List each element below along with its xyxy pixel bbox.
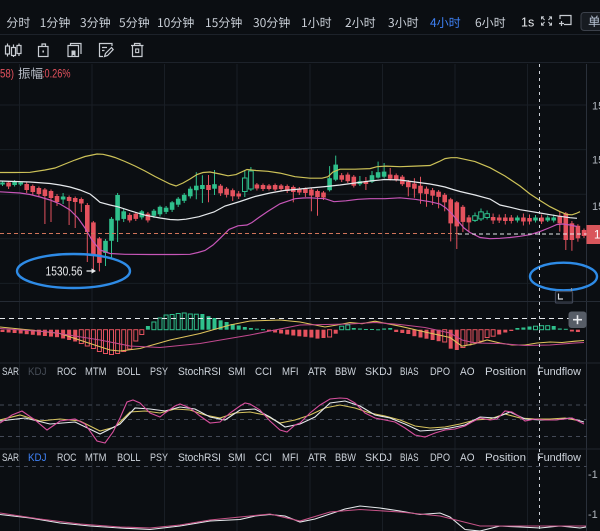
svg-text:KDJ: KDJ <box>28 366 47 378</box>
svg-text:ATR: ATR <box>308 452 327 464</box>
svg-text:-1: -1 <box>588 509 598 521</box>
svg-text:BOLL: BOLL <box>117 366 141 378</box>
svg-text:1530.56: 1530.56 <box>46 265 83 279</box>
svg-text:Fundflow: Fundflow <box>537 452 581 464</box>
svg-text::0.26%: :0.26% <box>42 67 71 81</box>
svg-text:SMI: SMI <box>228 366 246 378</box>
svg-text:MTM: MTM <box>85 366 107 378</box>
svg-text:-1: -1 <box>588 469 598 481</box>
svg-text:DPO: DPO <box>430 452 450 464</box>
svg-text:15: 15 <box>592 101 600 113</box>
svg-text:Position: Position <box>485 366 526 378</box>
svg-text:1s: 1s <box>521 16 534 30</box>
svg-text:CCI: CCI <box>255 452 272 464</box>
svg-text:15: 15 <box>594 230 600 242</box>
svg-text:StochRSI: StochRSI <box>178 366 221 378</box>
svg-text:MFI: MFI <box>282 366 299 378</box>
svg-text:BIAS: BIAS <box>400 452 419 464</box>
svg-text:SKDJ: SKDJ <box>365 452 392 464</box>
svg-text:DPO: DPO <box>430 366 450 378</box>
svg-text:58): 58) <box>0 67 14 81</box>
svg-text:MTM: MTM <box>85 452 107 464</box>
svg-text:PSY: PSY <box>150 452 169 464</box>
svg-text:AO: AO <box>460 366 475 378</box>
svg-text:15: 15 <box>592 155 600 167</box>
svg-text:SAR: SAR <box>2 366 19 378</box>
svg-text:SKDJ: SKDJ <box>365 366 392 378</box>
svg-text:BBW: BBW <box>335 366 357 378</box>
svg-text:Fundflow: Fundflow <box>537 366 581 378</box>
svg-text:ATR: ATR <box>308 366 327 378</box>
svg-text:AO: AO <box>460 452 475 464</box>
svg-text:ROC: ROC <box>57 452 77 464</box>
svg-text:PSY: PSY <box>150 366 169 378</box>
svg-text:Position: Position <box>485 452 526 464</box>
svg-text:StochRSI: StochRSI <box>178 452 221 464</box>
svg-text:BIAS: BIAS <box>400 366 419 378</box>
svg-text:MFI: MFI <box>282 452 299 464</box>
svg-text:BBW: BBW <box>335 452 357 464</box>
svg-text:BOLL: BOLL <box>117 452 141 464</box>
svg-text:SMI: SMI <box>228 452 246 464</box>
svg-text:KDJ: KDJ <box>28 452 47 464</box>
svg-text:CCI: CCI <box>255 366 272 378</box>
svg-text:SAR: SAR <box>2 452 19 464</box>
svg-text:ROC: ROC <box>57 366 77 378</box>
svg-text:15: 15 <box>592 201 600 213</box>
